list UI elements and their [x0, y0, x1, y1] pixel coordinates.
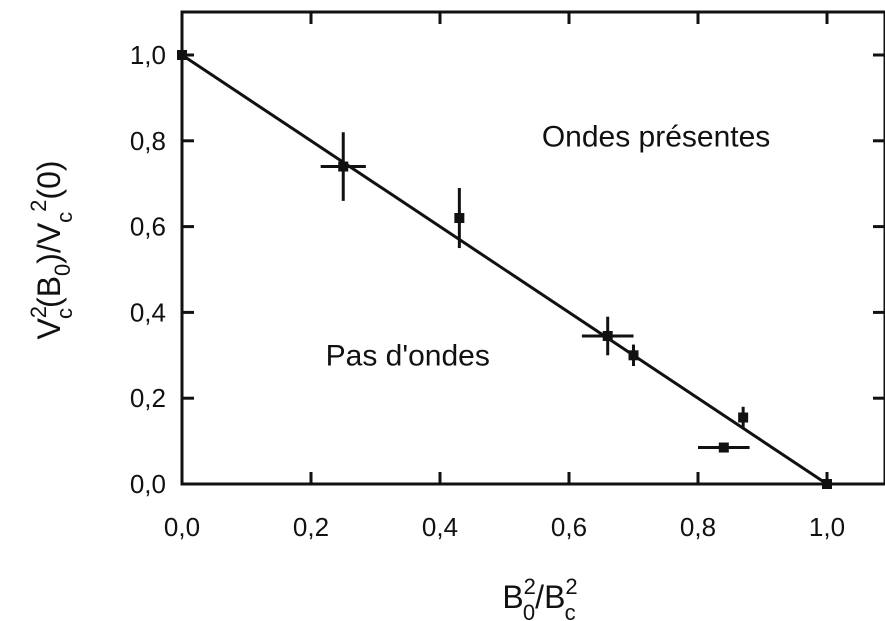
x-axis-title-sup2: 2	[565, 574, 577, 599]
point-marker	[738, 412, 749, 423]
x-tick-label: 0,2	[293, 512, 329, 542]
y-axis-title-sub3: c	[52, 212, 77, 223]
y-tick-label: 0,2	[130, 383, 166, 413]
data-point	[177, 50, 187, 60]
point-marker	[822, 479, 832, 489]
y-axis-title-slash: )/V	[31, 222, 67, 264]
y-axis-title: V2c(B0)/Vc2(0)	[26, 160, 77, 339]
plot-frame	[180, 10, 885, 486]
data-point	[581, 316, 634, 356]
x-axis-title: B2 0/B2 c	[502, 574, 577, 621]
data-point	[628, 344, 639, 367]
annotations: Ondes présentes Pas d'ondes	[326, 121, 771, 373]
fit-line	[181, 53, 828, 486]
data-point	[698, 442, 750, 453]
x-tick-label: 0,4	[422, 512, 458, 542]
y-axis-title-sub2: 0	[50, 264, 75, 276]
x-axis-title-sub2: c	[565, 600, 576, 621]
y-tick-label: 0,4	[130, 297, 166, 327]
point-marker	[338, 161, 349, 172]
x-tick-label: 0,0	[164, 512, 200, 542]
x-axis-title-sup1: 2	[524, 574, 536, 599]
point-marker	[628, 350, 639, 361]
x-axis-title-slash: /	[535, 579, 544, 615]
x-tick-label: 0,6	[551, 512, 587, 542]
x-tick-label: 0,8	[680, 512, 716, 542]
y-axis-title-sub1: c	[52, 308, 77, 319]
data-point	[738, 406, 749, 429]
axis-ticks	[180, 12, 885, 486]
y-tick-label: 0,6	[130, 212, 166, 242]
y-tick-label: 0,0	[130, 469, 166, 499]
y-axis-title-base1: V	[31, 318, 67, 340]
x-axis-title-sub1: 0	[523, 600, 535, 621]
point-marker	[718, 442, 729, 453]
data-points	[177, 50, 832, 489]
data-point	[454, 187, 465, 249]
data-point	[822, 479, 832, 489]
point-marker	[602, 330, 613, 341]
x-axis-title-base2: B	[544, 579, 565, 615]
point-marker	[454, 213, 465, 224]
y-axis-title-sup1: 2	[26, 306, 51, 318]
y-tick-label: 1,0	[130, 40, 166, 70]
y-axis-title-tail: (0)	[31, 160, 67, 199]
point-marker	[177, 50, 187, 60]
x-axis-title-base1: B	[502, 579, 523, 615]
y-axis-title-sup3: 2	[26, 200, 51, 212]
annotation-label: Pas d'ondes	[326, 339, 490, 372]
data-point	[320, 132, 366, 201]
y-tick-label: 0,8	[130, 126, 166, 156]
y-axis-title-mid: (B	[31, 276, 67, 308]
y-tick-labels: 0,0 0,2 0,4 0,6 0,8 1,0	[130, 40, 166, 499]
x-tick-label: 1,0	[809, 512, 845, 542]
x-tick-labels: 0,0 0,2 0,4 0,6 0,8 1,0	[164, 512, 845, 542]
annotation-label: Ondes présentes	[542, 121, 770, 154]
